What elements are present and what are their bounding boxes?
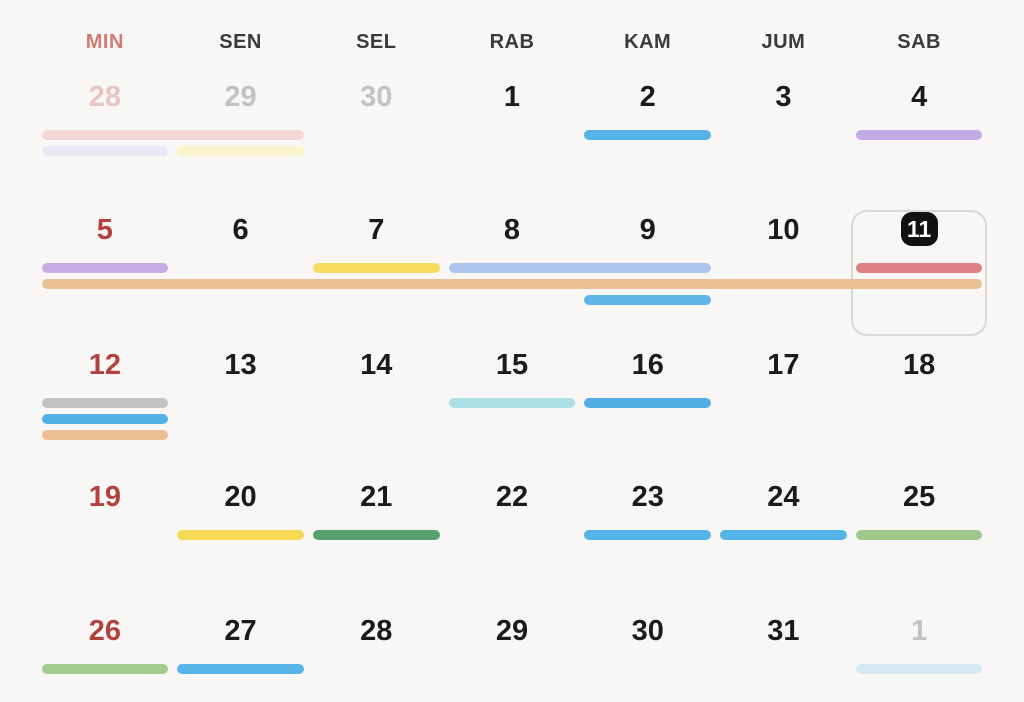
date-cell-1[interactable]: 1 xyxy=(911,615,928,647)
date-cell-9[interactable]: 9 xyxy=(639,214,656,246)
date-cell-5[interactable]: 5 xyxy=(96,214,113,246)
week-row-3: 12 13 14 15 16 17 18 xyxy=(0,340,1024,474)
event-bar xyxy=(41,146,169,156)
event-bar xyxy=(41,279,983,289)
event-bar xyxy=(584,398,712,408)
date-cell-19[interactable]: 19 xyxy=(88,481,121,513)
date-cell-13[interactable]: 13 xyxy=(224,349,257,381)
date-cell-28[interactable]: 28 xyxy=(88,81,121,113)
date-cell-31[interactable]: 31 xyxy=(767,615,800,647)
date-cell-14[interactable]: 14 xyxy=(360,349,393,381)
event-bar xyxy=(448,398,576,408)
date-cell-29[interactable]: 29 xyxy=(224,81,257,113)
date-cell-30[interactable]: 30 xyxy=(631,615,664,647)
date-cell-8[interactable]: 8 xyxy=(503,214,521,246)
date-cell-17[interactable]: 17 xyxy=(767,349,800,381)
day-header-sen: SEN xyxy=(219,31,262,53)
date-cell-4[interactable]: 4 xyxy=(911,81,928,113)
date-cell-28[interactable]: 28 xyxy=(360,615,393,647)
event-bar xyxy=(177,664,304,674)
date-cell-18[interactable]: 18 xyxy=(903,349,936,381)
event-bar xyxy=(448,263,712,273)
date-cell-7[interactable]: 7 xyxy=(368,214,385,246)
event-bar xyxy=(720,530,847,540)
event-bar xyxy=(584,130,712,140)
event-bar xyxy=(177,530,304,540)
day-header-sel: SEL xyxy=(356,31,397,53)
date-cell-15[interactable]: 15 xyxy=(495,349,529,381)
event-bar xyxy=(41,414,169,424)
day-header-jum: JUM xyxy=(761,31,806,53)
event-bar xyxy=(855,130,983,140)
date-cell-27[interactable]: 27 xyxy=(224,615,257,647)
event-bar xyxy=(312,263,440,273)
event-bar xyxy=(855,530,983,540)
date-cell-3[interactable]: 3 xyxy=(775,81,792,113)
date-cell-10[interactable]: 10 xyxy=(767,214,800,246)
week-row-5: 26 27 28 29 30 31 1 xyxy=(0,606,1024,702)
event-bar xyxy=(41,664,169,674)
date-cell-22[interactable]: 22 xyxy=(495,481,529,513)
date-cell-21[interactable]: 21 xyxy=(360,481,393,513)
day-header-rab: RAB xyxy=(489,31,535,53)
event-bar xyxy=(41,263,169,273)
date-cell-6[interactable]: 6 xyxy=(232,214,249,246)
event-bar xyxy=(855,664,983,674)
day-header-sab: SAB xyxy=(897,31,941,53)
date-cell-23[interactable]: 23 xyxy=(631,481,664,513)
event-bar xyxy=(855,263,983,273)
week-row-4: 19 20 21 22 23 24 25 xyxy=(0,472,1024,606)
event-bar xyxy=(41,130,304,140)
date-cell-11[interactable]: 11 xyxy=(851,205,987,255)
date-cell-25[interactable]: 25 xyxy=(903,481,936,513)
day-header-min: MIN xyxy=(85,31,124,53)
date-cell-29[interactable]: 29 xyxy=(495,615,529,647)
date-cell-1[interactable]: 1 xyxy=(503,81,521,113)
week-row-2: 5 6 7 8 9 10 11 xyxy=(0,205,1024,339)
event-bar xyxy=(41,398,169,408)
event-bar xyxy=(584,295,712,305)
event-bar xyxy=(177,146,304,156)
day-header-kam: KAM xyxy=(624,31,672,53)
date-cell-2[interactable]: 2 xyxy=(639,81,656,113)
date-cell-20[interactable]: 20 xyxy=(224,481,257,513)
date-cell-30[interactable]: 30 xyxy=(360,81,393,113)
date-cell-16[interactable]: 16 xyxy=(631,349,664,381)
event-bar xyxy=(584,530,712,540)
date-cell-24[interactable]: 24 xyxy=(767,481,800,513)
week-row-1: 28 29 30 1 2 3 4 xyxy=(0,72,1024,206)
selected-date-badge[interactable]: 11 xyxy=(900,212,938,247)
date-cell-12[interactable]: 12 xyxy=(88,349,121,381)
event-bar xyxy=(41,430,169,440)
date-cell-26[interactable]: 26 xyxy=(88,615,121,647)
selected-day-outline xyxy=(851,210,987,336)
event-bar xyxy=(312,530,440,540)
